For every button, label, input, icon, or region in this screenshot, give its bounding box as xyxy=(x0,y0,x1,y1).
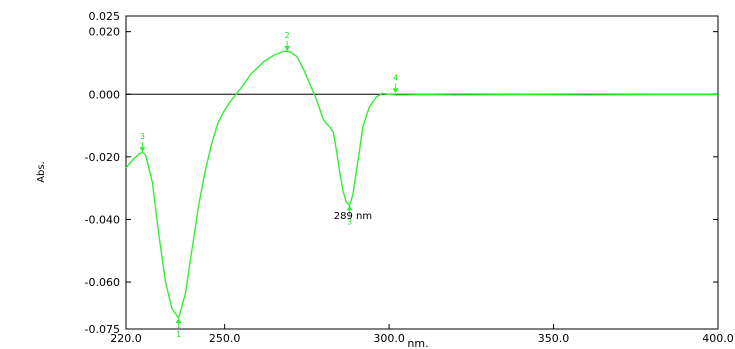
y-tick-label: 0.020 xyxy=(89,26,121,39)
spectrum-line xyxy=(125,50,718,319)
y-axis-label: Abs. xyxy=(36,161,47,183)
y-tick-label: -0.075 xyxy=(85,323,120,336)
x-tick-label: 400.0 xyxy=(702,332,734,345)
x-tick-label: 350.0 xyxy=(538,332,570,345)
y-tick-label: 0.025 xyxy=(89,10,121,23)
peak-marker-label: 3 xyxy=(347,217,352,226)
y-tick-label: -0.020 xyxy=(85,151,120,164)
peak-marker-arrow xyxy=(284,46,291,52)
y-tick-label: -0.040 xyxy=(85,213,120,226)
peak-marker-label: 1 xyxy=(176,330,181,339)
annotation-peak-wavelength: 289 nm xyxy=(334,211,372,222)
x-axis: 220.0 250.0 300.0 350.0 400.0 xyxy=(110,324,734,345)
peak-marker-label: 3 xyxy=(140,132,145,141)
peak-marker-label: 4 xyxy=(393,73,398,82)
y-tick-label: 0.000 xyxy=(89,88,121,101)
x-axis-label: nm. xyxy=(407,337,428,349)
x-tick-label: 300.0 xyxy=(373,332,405,345)
x-tick-label: 250.0 xyxy=(209,332,241,345)
series-layer xyxy=(125,50,718,319)
peak-marker-arrow xyxy=(346,205,353,211)
peak-marker-label: 2 xyxy=(285,31,290,40)
peak-marker-arrow xyxy=(175,318,182,324)
peak-marker-arrow xyxy=(139,147,146,153)
peak-markers: 3 1 2 3 4 xyxy=(139,31,399,339)
plot-frame xyxy=(125,15,719,330)
x-tick-label: 220.0 xyxy=(110,332,142,345)
y-tick-label: -0.060 xyxy=(85,276,120,289)
y-axis: 0.025 0.020 0.000 -0.020 -0.040 -0.060 -0.075 xyxy=(85,10,718,336)
peak-marker-arrow xyxy=(392,88,399,94)
